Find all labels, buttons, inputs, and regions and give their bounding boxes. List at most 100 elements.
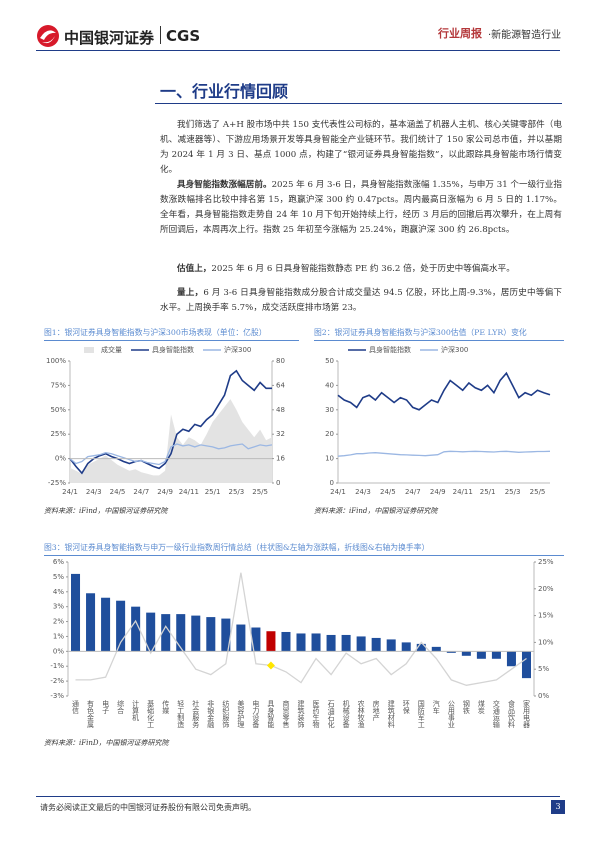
x-tick-label: 25/5 <box>252 488 268 496</box>
y-tick-label: 5% <box>538 665 549 673</box>
header-rule <box>36 50 560 51</box>
y-tick-label: 100% <box>46 357 66 365</box>
x-tick-label: 25/5 <box>530 488 546 496</box>
x-tick-label: 24/7 <box>405 488 421 496</box>
x-tick-label: 24/3 <box>86 488 102 496</box>
y-tick-label: 4% <box>53 588 64 596</box>
bar <box>446 651 456 653</box>
x-tick-label: 公用事业 <box>447 700 455 728</box>
bar <box>431 646 441 652</box>
bar <box>221 618 231 652</box>
y-tick-label: 1% <box>53 632 64 640</box>
x-tick-label: 24/1 <box>62 488 78 496</box>
paragraph: 具身智能指数涨幅居前。2025 年 6 月 3-6 日，具身智能指数涨幅 1.3… <box>160 178 562 238</box>
bar <box>161 614 171 652</box>
x-tick-label: 国防军工 <box>417 700 425 728</box>
industry: ·新能源智造行业 <box>488 30 562 41</box>
source: 资料来源：iFinD，中国银河证券研究院 <box>44 739 169 747</box>
y-tick-label: 0% <box>538 692 549 700</box>
y-tick-label: 0% <box>53 647 64 655</box>
x-tick-label: 传媒 <box>162 699 170 715</box>
legend-swatch <box>84 347 94 353</box>
x-tick-label: 具身智能 <box>267 700 275 729</box>
y-tick-label: -2% <box>50 677 64 685</box>
line <box>337 371 551 411</box>
paragraph-text: 我们筛选了 A+H 股市场中共 150 支代表性公司标的，基本涵盖了机器人主机、… <box>160 120 562 175</box>
x-tick-label: 环保 <box>402 700 410 715</box>
y-tick-label: 6% <box>53 558 64 566</box>
x-tick-label: 交通运输 <box>492 699 500 729</box>
legend-label: 具身智能指数 <box>369 345 411 354</box>
x-tick-label: 建筑材料 <box>387 699 395 729</box>
bar <box>521 651 531 679</box>
bar <box>101 597 111 652</box>
y-tick-label: 80 <box>276 357 285 365</box>
y-tick-label: 15% <box>538 612 554 620</box>
x-tick-label: 25/1 <box>205 488 221 496</box>
chart: -25% 0% 25% 50% 75% 100% 0 16 32 48 64 80 24/1 24/3 24… <box>46 345 285 496</box>
bar <box>386 639 396 652</box>
x-tick-label: 电子 <box>102 699 110 714</box>
y-tick-label: 25% <box>50 430 66 438</box>
y-tick-label: -3% <box>50 692 64 700</box>
bar <box>491 651 501 659</box>
x-tick-label: 24/1 <box>330 488 346 496</box>
source: 资料来源：iFind，中国银河证券研究院 <box>314 507 438 515</box>
x-tick-label: 美容护理 <box>237 699 245 728</box>
y-tick-label: 64 <box>276 381 285 389</box>
figure-title: 图2：银河证券具身智能指数与沪深300估值（PE LYR）变化 <box>314 327 564 341</box>
y-tick-label: 20% <box>538 585 554 593</box>
section-rule <box>155 103 562 104</box>
section-title: 一、行业行情回顾 <box>160 82 289 101</box>
bar <box>401 642 411 652</box>
paragraph-text: 2025 年 6 月 6 日具身智能指数静态 PE 约 36.2 倍，处于历史中… <box>211 264 515 274</box>
paragraph-text: 2025 年 6 月 3-6 日，具身智能指数涨幅 1.35%，与申万 31 个… <box>160 180 562 235</box>
x-tick-label: 纺织服饰 <box>222 699 230 729</box>
paragraph-lead: 量上， <box>177 288 204 298</box>
x-tick-label: 24/9 <box>157 488 173 496</box>
footer-rule <box>36 796 560 797</box>
x-tick-label: 通信 <box>72 699 80 715</box>
bar <box>191 615 201 652</box>
bar <box>86 593 96 652</box>
logo-divider <box>160 26 161 44</box>
logo-en: CGS <box>166 27 201 45</box>
y-tick-label: 10% <box>538 638 554 646</box>
x-tick-label: 电力设备 <box>252 699 260 729</box>
bar <box>146 612 156 652</box>
bar <box>296 633 306 652</box>
bar <box>206 617 216 652</box>
source: 资料来源：iFind，中国银河证券研究院 <box>44 507 168 515</box>
logo-cn: 中国银河证券 <box>64 29 155 47</box>
y-tick-label: 3% <box>53 603 64 611</box>
legend-label: 沪深300 <box>441 345 468 354</box>
y-tick-label: -1% <box>50 662 64 670</box>
y-tick-label: 50% <box>50 406 66 414</box>
y-tick-label: 25% <box>538 558 554 566</box>
y-tick-label: 16 <box>276 455 285 463</box>
bar <box>71 573 81 652</box>
area <box>70 399 272 483</box>
x-tick-label: 25/1 <box>480 488 496 496</box>
y-tick-label: -25% <box>48 479 66 487</box>
bar <box>506 651 516 667</box>
page-number: 3 <box>551 800 565 814</box>
x-tick-label: 社会服务 <box>192 699 200 729</box>
x-tick-label: 汽车 <box>432 699 440 715</box>
x-tick-label: 24/5 <box>380 488 396 496</box>
bar <box>251 627 261 652</box>
x-tick-label: 机械设备 <box>342 699 350 729</box>
y-tick-label: 50 <box>325 357 334 365</box>
legend-label: 具身智能指数 <box>152 345 194 354</box>
x-tick-label: 24/3 <box>355 488 371 496</box>
x-tick-label: 24/5 <box>110 488 126 496</box>
paragraph-lead: 具身智能指数涨幅居前。 <box>177 180 272 190</box>
x-tick-label: 家用电器 <box>522 699 530 729</box>
x-tick-label: 计算机 <box>132 699 140 722</box>
bar <box>131 606 141 652</box>
x-tick-label: 25/3 <box>505 488 521 496</box>
bar <box>476 651 486 659</box>
y-tick-label: 75% <box>50 381 66 389</box>
y-tick-label: 32 <box>276 430 285 438</box>
